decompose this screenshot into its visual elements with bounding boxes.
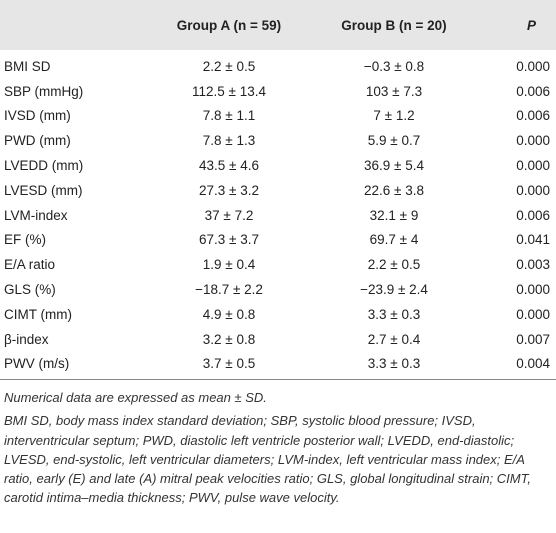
cell: 7 ± 1.2: [373, 108, 415, 124]
cell: 0.006: [516, 83, 550, 99]
row-label: IVSD (mm): [4, 108, 71, 124]
table-row: CIMT (mm) 4.9 ± 0.8 3.3 ± 0.3 0.000: [0, 302, 556, 327]
cell: 0.006: [516, 108, 550, 124]
table-row: EF (%) 67.3 ± 3.7 69.7 ± 4 0.041: [0, 228, 556, 253]
cell: 0.000: [516, 182, 550, 198]
cell: 67.3 ± 3.7: [199, 232, 259, 248]
row-label: PWV (m/s): [0, 351, 154, 381]
note: BMI SD, body mass index standard deviati…: [4, 413, 531, 506]
cell: 32.1 ± 9: [369, 207, 419, 223]
table-row: LVEDD (mm) 43.5 ± 4.6 36.9 ± 5.4 0.000: [0, 153, 556, 178]
cell: 0.003: [516, 257, 550, 273]
header-cell: Group A (n = 59): [154, 0, 304, 50]
row-label: BMI SD: [4, 58, 51, 74]
row-label: LVM-index: [4, 207, 68, 223]
cell: 0.000: [516, 306, 550, 322]
table-row: SBP (mmHg) 112.5 ± 13.4 103 ± 7.3 0.006: [0, 79, 556, 104]
row-label: GLS (%): [4, 282, 56, 298]
row-label: PWD (mm): [4, 133, 71, 149]
table-row: IVSD (mm) 7.8 ± 1.1 7 ± 1.2 0.006: [0, 104, 556, 129]
row-label: LVESD (mm): [4, 182, 83, 198]
cell: 0.006: [516, 207, 550, 223]
row-label: EF (%): [4, 232, 46, 248]
cell: 3.2 ± 0.8: [202, 331, 256, 347]
note: Numerical data are expressed as mean ± S…: [4, 390, 267, 405]
row-label: CIMT (mm): [4, 306, 72, 322]
cell: 37 ± 7.2: [204, 207, 254, 223]
cell: 36.9 ± 5.4: [364, 158, 424, 174]
cell: 3.3 ± 0.3: [304, 351, 484, 381]
cell: 0.041: [516, 232, 550, 248]
table-body: BMI SD 2.2 ± 0.5 −0.3 ± 0.8 0.000 SBP (mmHg)…: [0, 50, 556, 381]
cell: 0.000: [516, 282, 550, 298]
header-row: Group A (n = 59) Group B (n = 20) P: [0, 0, 556, 50]
cell: 22.6 ± 3.8: [364, 182, 424, 198]
cell: 103 ± 7.3: [365, 83, 423, 99]
table-row: PWV (m/s) 3.7 ± 0.5 3.3 ± 0.3 0.004: [0, 351, 556, 381]
cell: 7.8 ± 1.3: [202, 133, 256, 149]
cell: 1.9 ± 0.4: [202, 257, 256, 273]
cell: −0.3 ± 0.8: [363, 58, 425, 74]
cell: 3.3 ± 0.3: [367, 306, 421, 322]
cell: 0.000: [516, 133, 550, 149]
cell: 7.8 ± 1.1: [202, 108, 256, 124]
row-label: LVEDD (mm): [4, 158, 84, 174]
table-row: GLS (%) −18.7 ± 2.2 −23.9 ± 2.4 0.000: [0, 277, 556, 302]
cell: 3.7 ± 0.5: [154, 351, 304, 381]
cell: 2.2 ± 0.5: [202, 58, 256, 74]
data-table: Group A (n = 59) Group B (n = 20) P BMI SD…: [0, 0, 556, 381]
cell: 0.007: [516, 331, 550, 347]
cell: 27.3 ± 3.2: [199, 182, 259, 198]
table-row: LVM-index 37 ± 7.2 32.1 ± 9 0.006: [0, 203, 556, 228]
table-notes: Numerical data are expressed as mean ± S…: [4, 388, 554, 512]
cell: 2.7 ± 0.4: [367, 331, 421, 347]
row-label: SBP (mmHg): [4, 83, 84, 99]
cell: 2.2 ± 0.5: [367, 257, 421, 273]
table-row: E/A ratio 1.9 ± 0.4 2.2 ± 0.5 0.003: [0, 252, 556, 277]
table-row: LVESD (mm) 27.3 ± 3.2 22.6 ± 3.8 0.000: [0, 178, 556, 203]
cell: −18.7 ± 2.2: [195, 282, 263, 298]
cell: 0.000: [516, 58, 550, 74]
header-cell: Group B (n = 20): [304, 0, 484, 50]
table-row: BMI SD 2.2 ± 0.5 −0.3 ± 0.8 0.000: [0, 50, 556, 79]
cell: 0.000: [516, 158, 550, 174]
cell: 0.004: [484, 351, 556, 381]
cell: −23.9 ± 2.4: [360, 282, 428, 298]
table-row: PWD (mm) 7.8 ± 1.3 5.9 ± 0.7 0.000: [0, 128, 556, 153]
cell: 69.7 ± 4: [369, 232, 419, 248]
cell: 4.9 ± 0.8: [202, 306, 256, 322]
table-row: β-index 3.2 ± 0.8 2.7 ± 0.4 0.007: [0, 327, 556, 352]
cell: 112.5 ± 13.4: [192, 83, 266, 99]
row-label: β-index: [4, 331, 49, 347]
cell: 5.9 ± 0.7: [367, 133, 421, 149]
row-label: E/A ratio: [4, 257, 56, 273]
header-cell: [0, 0, 154, 50]
header-cell: P: [484, 0, 556, 50]
cell: 43.5 ± 4.6: [199, 158, 259, 174]
